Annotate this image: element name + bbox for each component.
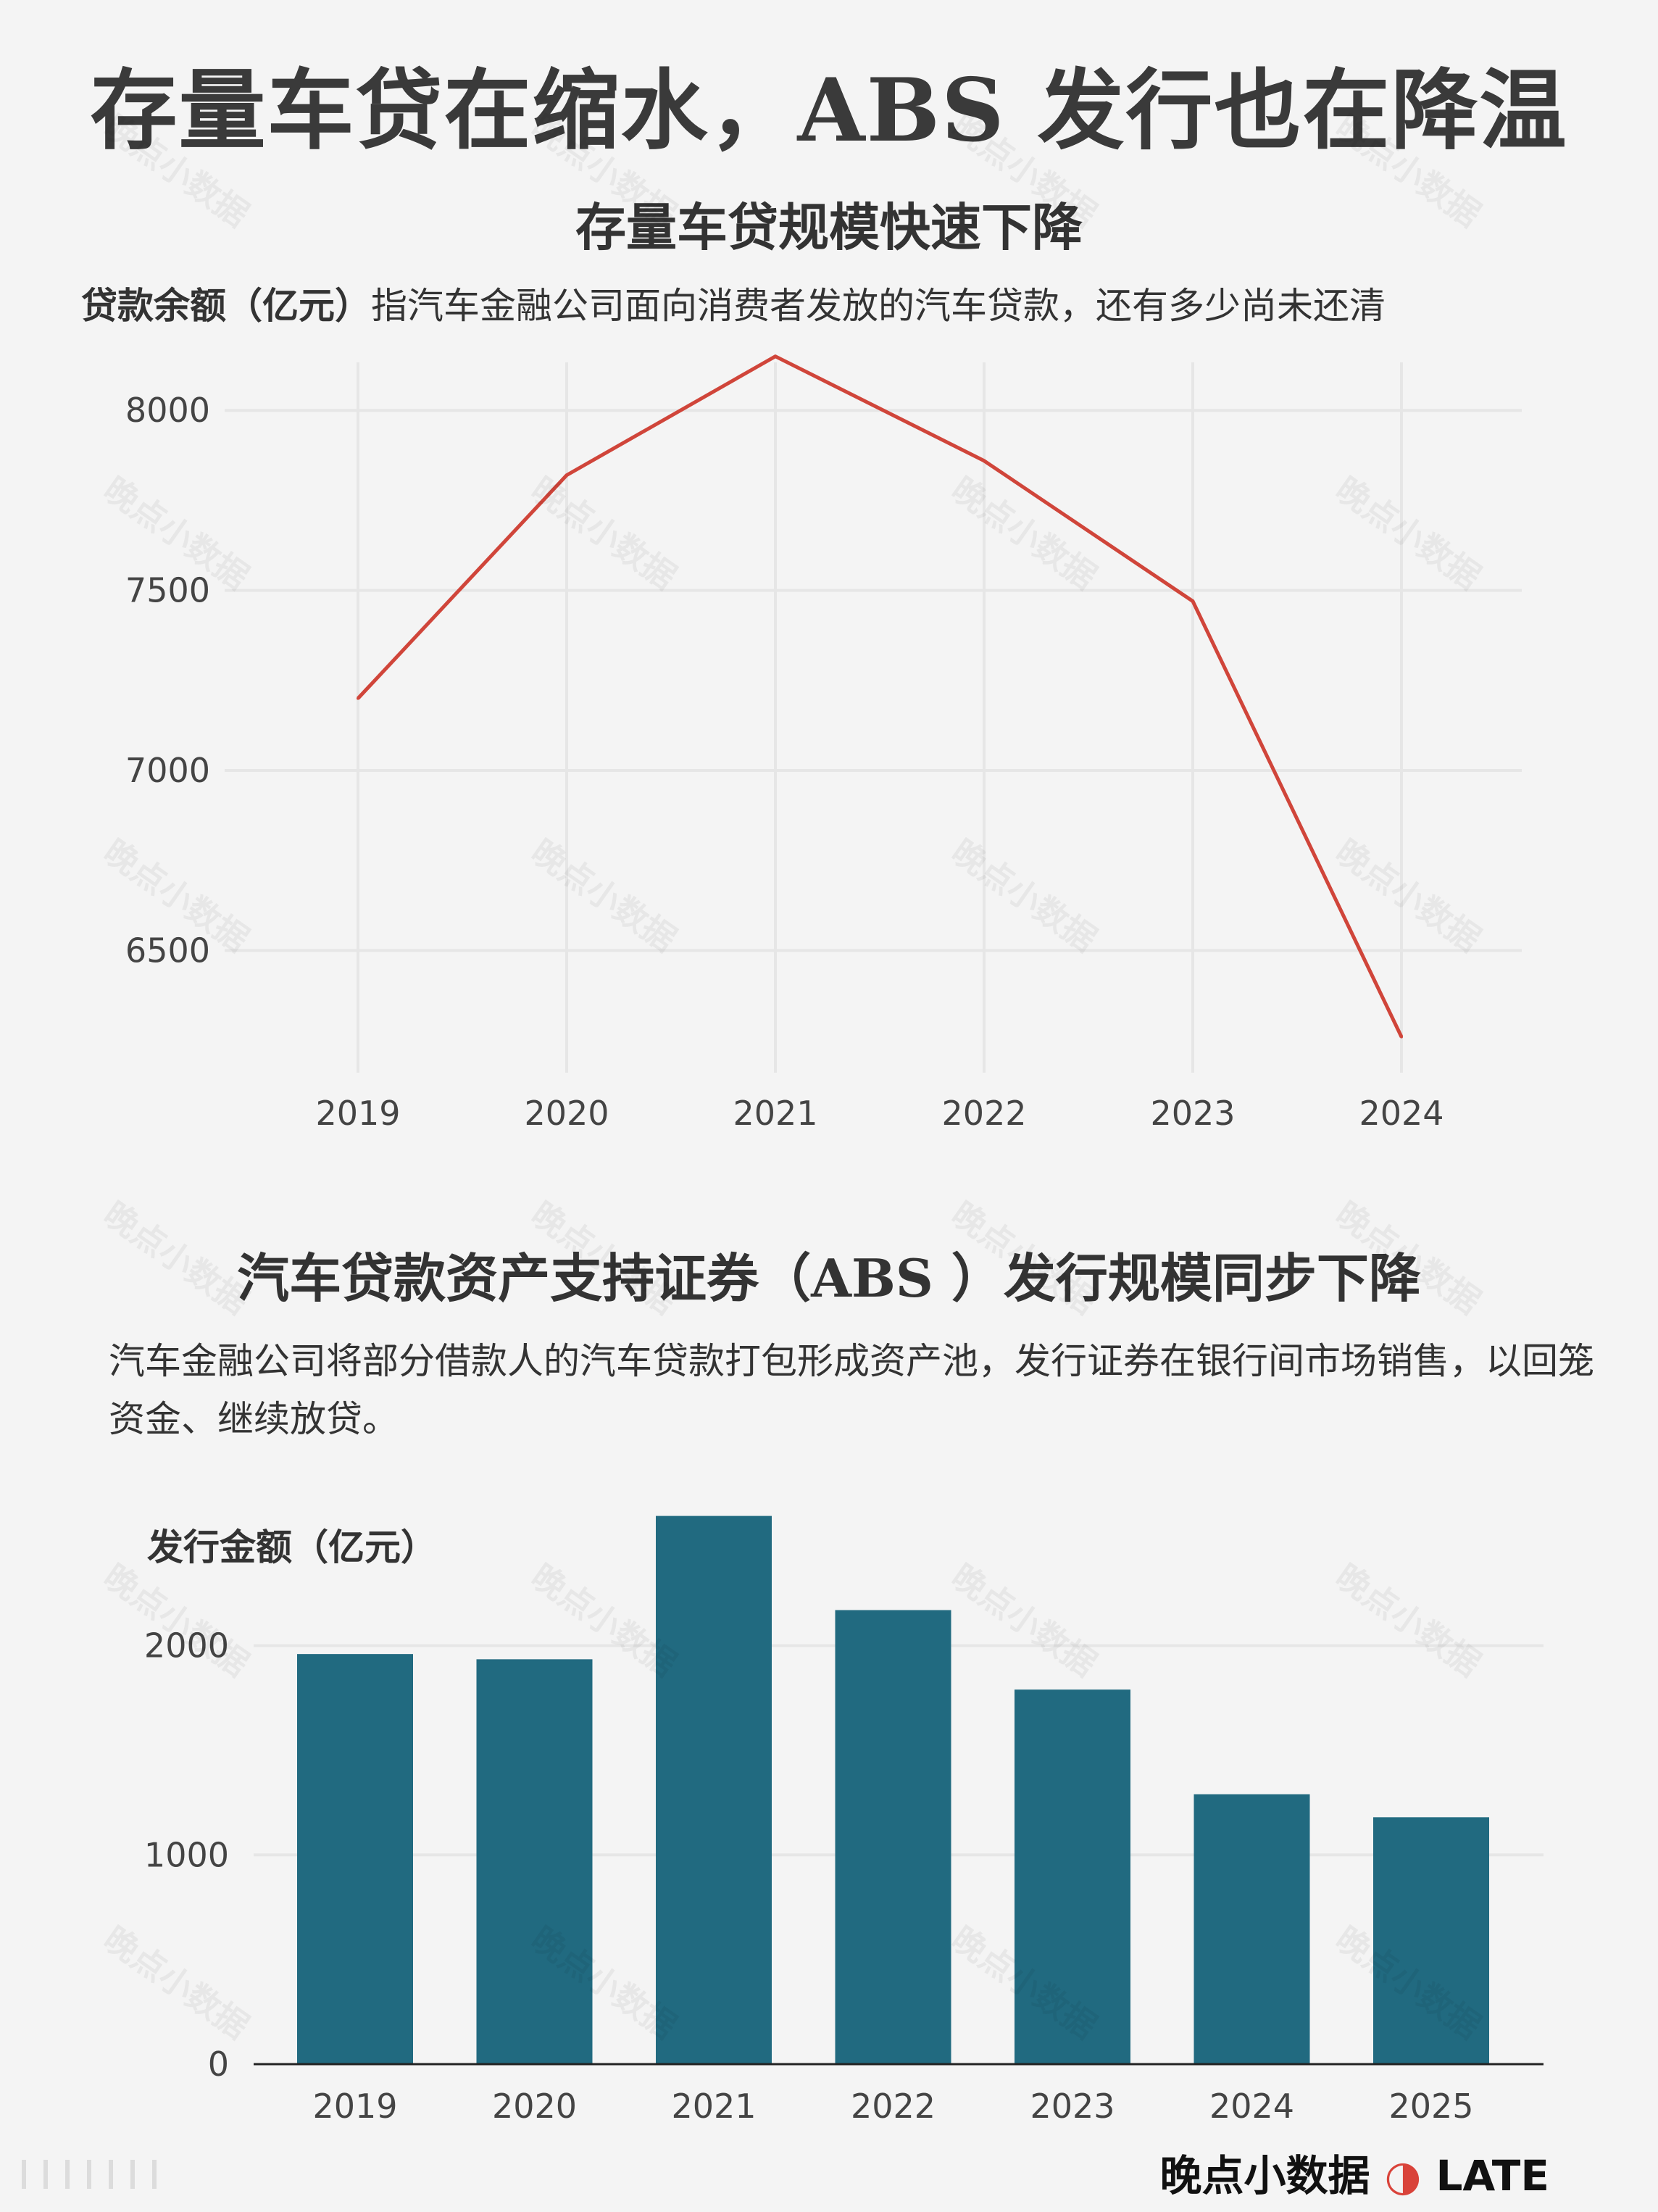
bar bbox=[1373, 1817, 1489, 2064]
bar-y-tick: 1000 bbox=[144, 1835, 229, 1874]
line-series bbox=[357, 354, 1404, 1038]
line-y-tick: 8000 bbox=[125, 391, 210, 430]
main-title: 存量车贷在缩水，ABS 发行也在降温 bbox=[90, 59, 1568, 162]
line-point bbox=[1400, 1035, 1403, 1039]
bar-y-tick: 0 bbox=[208, 2045, 229, 2084]
line-x-tick: 2019 bbox=[315, 1094, 400, 1133]
bar-x-tick: 2023 bbox=[1030, 2087, 1115, 2126]
bar bbox=[297, 1654, 413, 2064]
line-y-tick: 6500 bbox=[125, 931, 210, 970]
bar-chart-description: 汽车金融公司将部分借款人的汽车贷款打包形成资产池，发行证券在银行间市场销售，以回… bbox=[109, 1340, 1594, 1440]
bar bbox=[1193, 1794, 1310, 2064]
brand-mark-icon: ◑ bbox=[1384, 2151, 1422, 2200]
line-x-tick: 2024 bbox=[1359, 1094, 1444, 1133]
bar-x-tick: 2020 bbox=[492, 2087, 577, 2126]
line-chart-desc-text: 指汽车金融公司面向消费者发放的汽车贷款，还有多少尚未还清 bbox=[371, 285, 1386, 327]
line-x-tick: 2022 bbox=[941, 1094, 1026, 1133]
line-y-tick: 7000 bbox=[125, 751, 210, 790]
brand-logo: 晚点小数据 ◑ LATE bbox=[1159, 2142, 1549, 2203]
line-point bbox=[565, 473, 568, 477]
bar bbox=[476, 1659, 593, 2064]
bar bbox=[1015, 1689, 1130, 2064]
bar-y-tick: 2000 bbox=[144, 1626, 229, 1666]
bar-x-tick: 2019 bbox=[312, 2087, 397, 2126]
bar bbox=[835, 1610, 951, 2064]
line-x-tick: 2023 bbox=[1150, 1094, 1235, 1133]
weibo-watermark-icon bbox=[22, 2160, 174, 2189]
line-x-tick: 2021 bbox=[733, 1094, 817, 1133]
line-point bbox=[357, 697, 359, 700]
brand-name: 晚点小数据 bbox=[1159, 2151, 1370, 2200]
brand-suffix: LATE bbox=[1436, 2151, 1549, 2200]
bar bbox=[656, 1515, 772, 2064]
line-chart-description: 贷款余额（亿元）指汽车金融公司面向消费者发放的汽车贷款，还有多少尚未还清 bbox=[81, 277, 1386, 335]
line-point bbox=[1191, 599, 1194, 603]
bar-x-tick: 2025 bbox=[1388, 2087, 1473, 2126]
line-point bbox=[983, 459, 986, 462]
bar-x-tick: 2022 bbox=[851, 2087, 936, 2126]
bar-chart-title: 汽车贷款资产支持证券（ABS ）发行规模同步下降 bbox=[237, 1247, 1421, 1309]
bar-x-tick: 2024 bbox=[1209, 2087, 1294, 2126]
line-y-tick: 7500 bbox=[125, 571, 210, 610]
bar-x-tick: 2021 bbox=[671, 2087, 756, 2126]
line-chart-unit: 贷款余额（亿元） bbox=[81, 285, 371, 327]
line-chart-title: 存量车贷规模快速下降 bbox=[575, 197, 1083, 257]
line-x-tick: 2020 bbox=[524, 1094, 609, 1133]
bar-y-unit: 发行金额（亿元） bbox=[147, 1526, 437, 1568]
line-point bbox=[774, 354, 777, 358]
